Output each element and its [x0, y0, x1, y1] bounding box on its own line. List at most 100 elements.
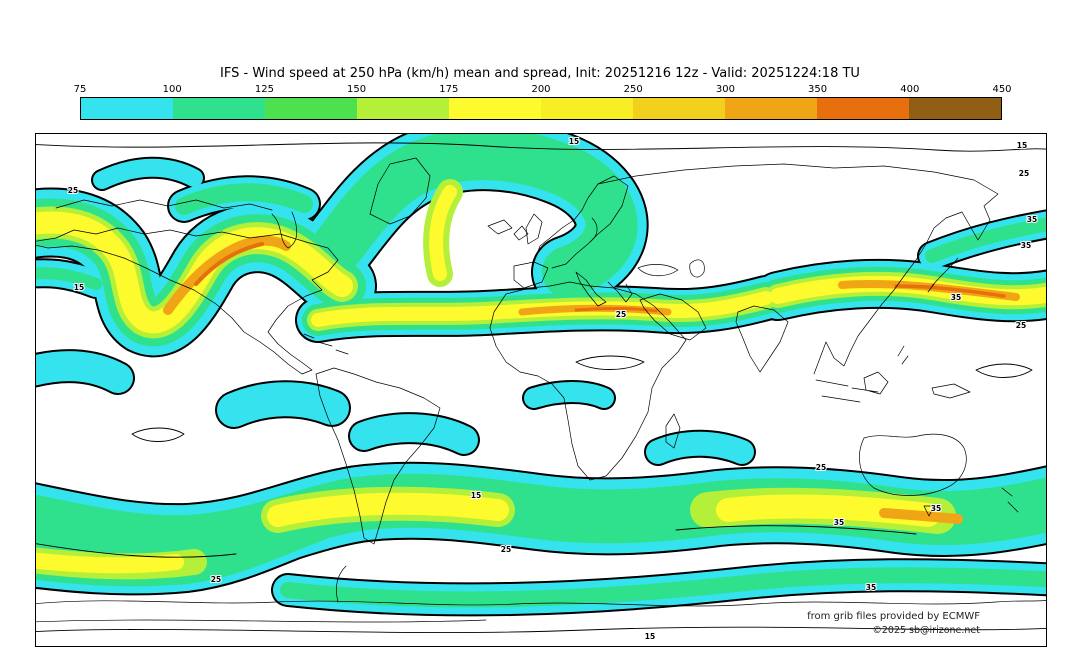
coastlines — [36, 157, 1046, 623]
wind-speed-contour — [646, 431, 754, 464]
coastline — [369, 157, 431, 225]
wind-speed-contour — [36, 267, 102, 290]
attribution: from grib files provided by ECMWF ©2025 … — [807, 611, 980, 636]
map-frame: 15 25 35 35 35 25 25 15 15 25 15 25 35 35 25 35 25 15 fro… — [35, 133, 1047, 647]
spread-contour-label: 15 — [471, 491, 481, 500]
spread-contour-label: 25 — [501, 545, 511, 554]
spread-contour-labels: 15 25 35 35 35 25 25 15 15 25 15 25 35 35 25 35 25 15 — [67, 136, 1038, 642]
colorbar-tick-label: 200 — [531, 84, 551, 95]
colorbar-segment — [173, 98, 265, 119]
colorbar-ticks: 75 100 125 150 175 200 250 300 350 400 450 — [74, 84, 1012, 96]
coastline — [513, 225, 529, 241]
coastline — [735, 305, 789, 373]
wind-speed-contour — [894, 284, 1006, 298]
coastline — [665, 413, 681, 449]
world-map-svg: 15 25 35 35 35 25 25 15 15 25 15 25 35 35 25 35 25 15 — [36, 134, 1046, 642]
spread-contour — [36, 142, 1046, 152]
spread-contour-label: 25 — [1019, 169, 1029, 178]
wind-speed-contour — [93, 158, 203, 189]
coastline — [815, 371, 971, 403]
colorbar-segment — [449, 98, 541, 119]
spread-contour — [131, 427, 185, 442]
spread-contour-label: 25 — [1016, 321, 1026, 330]
colorbar-segment — [909, 98, 1001, 119]
coastline — [36, 600, 1046, 607]
spread-contour-label: 25 — [616, 310, 626, 319]
coastline — [923, 505, 935, 517]
colorbar-segment — [357, 98, 449, 119]
wind-speed-contour — [36, 552, 184, 574]
spread-contour-label: 25 — [68, 186, 78, 195]
coastline — [897, 345, 909, 365]
wind-speed-contour — [306, 134, 638, 298]
spread-contour — [575, 355, 645, 370]
spread-contour-label: 35 — [834, 518, 844, 527]
coastline — [689, 259, 705, 278]
spread-contour-label: 35 — [1027, 215, 1037, 224]
attribution-copyright: ©2025 sb@irizone.net — [872, 625, 980, 636]
spread-contour-label: 25 — [816, 463, 826, 472]
colorbar-segment — [541, 98, 633, 119]
spread-contour — [975, 363, 1033, 378]
coastline — [55, 199, 273, 211]
spread-contour — [36, 543, 237, 558]
coastline — [336, 565, 347, 603]
wind-speed-contour — [524, 382, 614, 408]
coastline — [487, 219, 513, 235]
coastline — [1001, 487, 1019, 513]
colorbar-tick-label: 250 — [623, 84, 643, 95]
coastline — [533, 175, 629, 269]
spread-contour — [36, 626, 1046, 634]
colorbar-tick-label: 175 — [439, 84, 459, 95]
wind-speed-contour — [163, 235, 291, 315]
coastline — [489, 281, 687, 481]
wind-speed-contour — [429, 185, 457, 281]
wind-speed-contour — [217, 382, 349, 427]
colorbar-tick-label: 100 — [162, 84, 182, 95]
spread-contour-label: 15 — [645, 632, 655, 641]
coastline — [315, 367, 441, 545]
spread-contour-label: 35 — [866, 583, 876, 592]
coastline — [637, 264, 679, 277]
colorbar-tick-label: 300 — [715, 84, 735, 95]
colorbar-segment — [817, 98, 909, 119]
coastline — [36, 619, 487, 623]
colorbar-wrap: 75 100 125 150 175 200 250 300 350 400 450 — [74, 84, 1012, 120]
wind-speed-contour — [574, 307, 658, 313]
spread-contour — [675, 525, 917, 535]
coastline — [607, 281, 633, 303]
wind-speed-contour — [36, 351, 133, 393]
colorbar-tick-label: 450 — [992, 84, 1012, 95]
spread-contour-label: 15 — [569, 137, 579, 146]
colorbar-segment — [265, 98, 357, 119]
coastline — [589, 217, 598, 243]
spread-contours — [36, 142, 1046, 634]
colorbar-segment — [633, 98, 725, 119]
coastline — [597, 163, 999, 375]
colorbar-segment — [725, 98, 817, 119]
chart-title: IFS - Wind speed at 250 hPa (km/h) mean … — [220, 66, 860, 81]
spread-contour-label: 35 — [931, 504, 941, 513]
attribution-source: from grib files provided by ECMWF — [807, 611, 980, 622]
spread-contour-label: 35 — [1021, 241, 1031, 250]
colorbar-tick-label: 150 — [347, 84, 367, 95]
colorbar-tick-label: 125 — [254, 84, 274, 95]
colorbar-segment — [81, 98, 173, 119]
colorbar-tick-label: 350 — [808, 84, 828, 95]
spread-contour-label: 25 — [211, 575, 221, 584]
spread-contour-label: 35 — [951, 293, 961, 302]
coastline — [271, 211, 298, 249]
colorbar-tick-label: 75 — [73, 84, 87, 95]
coastline — [36, 227, 339, 375]
colorbar-tick-label: 400 — [900, 84, 920, 95]
colorbar — [80, 97, 1002, 120]
wind-speed-contour — [267, 492, 509, 527]
wind-speed-contour — [925, 217, 1046, 263]
spread-contour-label: 15 — [1017, 141, 1027, 150]
wind-speed-contour — [194, 242, 264, 286]
coastline — [303, 333, 349, 355]
wind-speed-contour — [350, 414, 478, 454]
coastline — [859, 433, 967, 496]
wind-speed-contour — [879, 508, 963, 524]
